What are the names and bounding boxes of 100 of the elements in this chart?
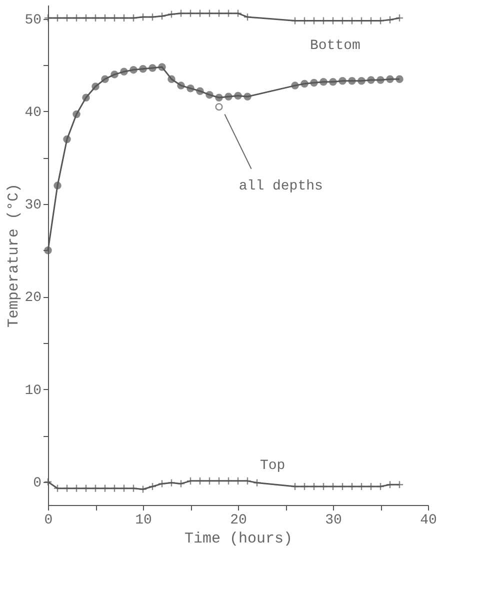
y-tick-label: 30 [24, 198, 42, 214]
point [376, 482, 385, 491]
point [206, 90, 214, 99]
point [348, 482, 356, 491]
point [205, 476, 214, 486]
point [196, 87, 204, 95]
point [214, 9, 224, 18]
point [348, 77, 356, 85]
point [310, 78, 318, 87]
point [196, 9, 204, 18]
point [168, 75, 176, 83]
point [62, 14, 72, 22]
point [148, 482, 157, 491]
point [101, 75, 109, 83]
point [72, 110, 80, 118]
annotation: Bottom [310, 38, 360, 54]
point [139, 65, 147, 73]
point [82, 14, 90, 22]
point [300, 80, 308, 88]
point [244, 92, 252, 101]
y-tick-label: 40 [24, 104, 42, 121]
point [224, 92, 232, 101]
y-axis-title: Temperature (°C) [6, 183, 23, 328]
point [72, 484, 81, 492]
point [129, 14, 138, 22]
point [196, 476, 204, 486]
point [300, 482, 309, 491]
point [176, 9, 186, 18]
point [176, 480, 186, 488]
point [186, 84, 194, 92]
point [120, 68, 128, 76]
x-tick-label: 30 [325, 512, 342, 528]
point [91, 484, 100, 492]
point [396, 75, 404, 83]
point [367, 76, 375, 84]
point [214, 476, 224, 486]
y-tick-label: 0 [33, 475, 42, 492]
point [54, 182, 62, 190]
point [386, 75, 394, 83]
point [376, 76, 384, 84]
point [310, 482, 318, 491]
point [92, 82, 100, 90]
point [82, 94, 90, 102]
point [243, 12, 252, 22]
point [366, 482, 376, 491]
point [338, 77, 346, 85]
point [243, 476, 252, 486]
point [234, 92, 242, 100]
point [320, 78, 328, 86]
point [158, 12, 166, 20]
point [186, 476, 195, 486]
point [234, 476, 242, 486]
point [291, 82, 299, 90]
point [110, 14, 119, 22]
point [110, 484, 119, 492]
point [177, 82, 185, 90]
point [130, 66, 138, 74]
point [224, 476, 233, 486]
point [53, 14, 62, 22]
point [63, 135, 71, 144]
x-tick-label: 20 [230, 512, 247, 528]
x-tick-label: 40 [420, 512, 437, 528]
point [224, 9, 233, 18]
x-tick-label: 10 [135, 512, 152, 528]
annotation: Top [260, 458, 286, 474]
point [329, 78, 337, 86]
point [215, 94, 223, 102]
point [290, 482, 300, 491]
point [148, 64, 156, 72]
point [328, 482, 338, 491]
point [234, 9, 242, 18]
point [395, 14, 404, 22]
point [100, 14, 110, 22]
point [138, 485, 148, 494]
point [100, 484, 110, 492]
point [158, 480, 166, 488]
point [186, 9, 195, 18]
point [205, 9, 214, 18]
point [338, 482, 347, 491]
point [120, 484, 128, 492]
point [358, 77, 366, 85]
point [82, 484, 90, 492]
x-tick-label: 0 [44, 512, 53, 528]
annotation: all depths [238, 178, 323, 195]
point [386, 480, 394, 489]
x-axis-title: Time (hours) [184, 530, 293, 548]
y-tick-label: 20 [24, 290, 42, 306]
point [72, 14, 81, 22]
point [167, 10, 176, 18]
point [395, 480, 404, 489]
y-tick-label: 50 [24, 12, 42, 28]
point [53, 484, 62, 492]
point [62, 484, 72, 492]
point [319, 482, 328, 491]
point [110, 70, 118, 78]
point [148, 12, 157, 22]
point [91, 14, 100, 22]
point [386, 16, 394, 24]
point [120, 14, 128, 22]
point [215, 103, 223, 111]
